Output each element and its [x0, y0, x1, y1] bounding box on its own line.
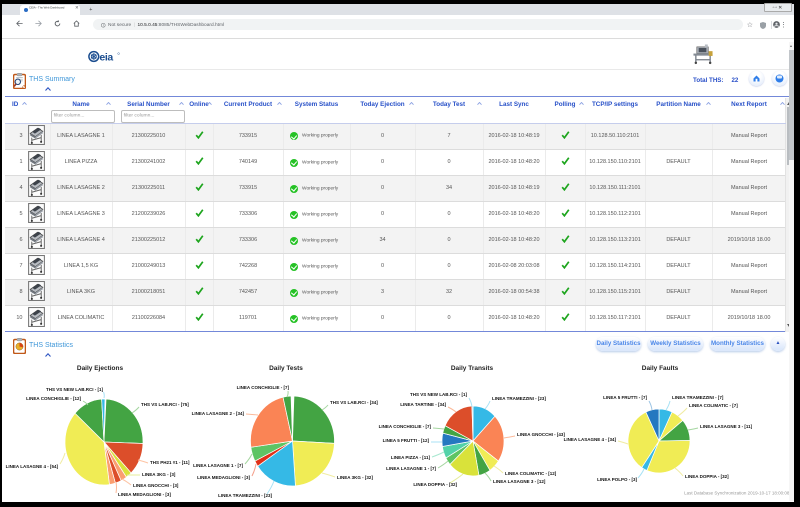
svg-text:LINEA CONCHIGLIE - [7]: LINEA CONCHIGLIE - [7]	[237, 385, 290, 390]
svg-text:eia: eia	[99, 51, 113, 62]
svg-text:LINEA TRAMEZZINI - [23]: LINEA TRAMEZZINI - [23]	[492, 396, 546, 401]
svg-text:LINEA 5 FRUTTI - [12]: LINEA 5 FRUTTI - [12]	[383, 438, 430, 443]
svg-text:LINEA LASAGNE 2 - [34]: LINEA LASAGNE 2 - [34]	[192, 411, 245, 416]
svg-text:LINEA TRAMEZZINI - [7]: LINEA TRAMEZZINI - [7]	[672, 395, 724, 400]
svg-text:THS VS LAB.RCI - [75]: THS VS LAB.RCI - [75]	[141, 402, 189, 407]
svg-text:LINEA GNOCCHI - [43]: LINEA GNOCCHI - [43]	[517, 432, 565, 437]
svg-text:THS VS NEW LAB.RCI - [1]: THS VS NEW LAB.RCI - [1]	[46, 387, 104, 392]
svg-text:LINEA MEDAGLIONI - [3]: LINEA MEDAGLIONI - [3]	[197, 475, 250, 480]
svg-text:LINEA COLIMATIC - [12]: LINEA COLIMATIC - [12]	[505, 471, 557, 476]
svg-text:LINEA PIZZA - [11]: LINEA PIZZA - [11]	[391, 455, 431, 460]
svg-text:LINEA LASAGNE 1 - [7]: LINEA LASAGNE 1 - [7]	[193, 463, 243, 468]
svg-text:LINEA TRAMEZZINI - [23]: LINEA TRAMEZZINI - [23]	[218, 493, 272, 498]
svg-text:LINEA DOPPIA - [32]: LINEA DOPPIA - [32]	[685, 474, 729, 479]
svg-text:THS VS LAB.RCI - [34]: THS VS LAB.RCI - [34]	[330, 400, 378, 405]
svg-text:LINEA GNOCCHI - [3]: LINEA GNOCCHI - [3]	[133, 483, 179, 488]
svg-text:THS PH21 #1 - [11]: THS PH21 #1 - [11]	[150, 460, 190, 465]
svg-text:LINEA LASAGNE 4 - [54]: LINEA LASAGNE 4 - [54]	[6, 464, 59, 469]
svg-text:LINEA LASAGNE 3 - [11]: LINEA LASAGNE 3 - [11]	[700, 424, 753, 429]
svg-text:LINEA 3KG - [3]: LINEA 3KG - [3]	[142, 472, 176, 477]
svg-text:LINEA LASAGNE 1 - [7]: LINEA LASAGNE 1 - [7]	[386, 466, 436, 471]
svg-text:LINEA MEDAGLIONI - [3]: LINEA MEDAGLIONI - [3]	[118, 492, 171, 497]
svg-text:LINEA DOPPIA - [32]: LINEA DOPPIA - [32]	[413, 482, 457, 487]
svg-text:LINEA LASAGNE 4 - [34]: LINEA LASAGNE 4 - [34]	[564, 437, 617, 442]
svg-text:LINEA CONCHIGLIE - [7]: LINEA CONCHIGLIE - [7]	[379, 424, 432, 429]
svg-text:LINEA 5 FRUTTI - [7]: LINEA 5 FRUTTI - [7]	[603, 395, 647, 400]
svg-text:LINEA TARTINE - [34]: LINEA TARTINE - [34]	[400, 402, 446, 407]
svg-text:THS VS NEW LAB.RCI - [1]: THS VS NEW LAB.RCI - [1]	[410, 392, 468, 397]
svg-text:LINEA COLIMATIC - [7]: LINEA COLIMATIC - [7]	[689, 403, 738, 408]
svg-text:LINEA 3KG - [32]: LINEA 3KG - [32]	[337, 475, 373, 480]
svg-text:LINEA LASAGNE 3 - [12]: LINEA LASAGNE 3 - [12]	[493, 479, 546, 484]
svg-text:LINEA CONCHIGLIE - [12]: LINEA CONCHIGLIE - [12]	[26, 396, 81, 401]
svg-text:LINEA POLPO - [3]: LINEA POLPO - [3]	[597, 477, 637, 482]
